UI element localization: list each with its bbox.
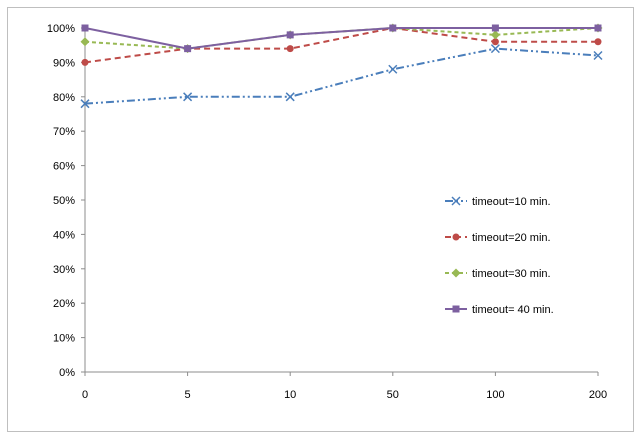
- y-tick-label: 50%: [53, 195, 75, 207]
- chart-frame: [7, 7, 634, 432]
- data-point-s3: [80, 37, 90, 47]
- data-point-s4: [594, 24, 602, 32]
- data-point-s1: [80, 99, 90, 109]
- data-point-s4: [81, 24, 89, 32]
- x-tick-label: 100: [486, 389, 504, 401]
- data-point-s4: [184, 45, 192, 53]
- legend-marker-1: [451, 196, 461, 206]
- series-line-3: [84, 26, 599, 50]
- y-tick-label: 60%: [53, 161, 75, 173]
- legend-label-4: timeout= 40 min.: [472, 304, 554, 316]
- data-point-s3: [490, 30, 500, 40]
- series-line-1: [84, 47, 599, 105]
- legend-label-1: timeout=10 min.: [472, 196, 551, 208]
- x-tick-label: 50: [387, 389, 399, 401]
- legend-marker-3: [451, 268, 461, 278]
- data-point-s2: [81, 58, 89, 66]
- legend-label-2: timeout=20 min.: [472, 232, 551, 244]
- data-point-s1: [183, 92, 193, 102]
- data-point-s4: [389, 24, 397, 32]
- legend-label-3: timeout=30 min.: [472, 268, 551, 280]
- data-point-s4: [491, 24, 499, 32]
- y-tick-label: 70%: [53, 126, 75, 138]
- data-point-s1: [490, 44, 500, 54]
- series-line-2: [84, 26, 598, 64]
- legend-marker-4: [452, 305, 460, 313]
- x-tick-label: 0: [82, 389, 88, 401]
- y-tick-label: 30%: [53, 264, 75, 276]
- x-tick-label: 10: [284, 389, 296, 401]
- y-tick-label: 20%: [53, 298, 75, 310]
- data-point-s2: [286, 45, 294, 53]
- y-tick-label: 10%: [53, 333, 75, 345]
- data-point-s1: [593, 50, 603, 61]
- y-tick-label: 0%: [59, 367, 75, 379]
- data-point-s2: [491, 38, 499, 46]
- data-point-s1: [388, 64, 398, 74]
- y-tick-label: 90%: [53, 57, 75, 69]
- series-line-4: [84, 27, 598, 50]
- data-point-s1: [285, 92, 295, 102]
- data-point-s4: [286, 31, 294, 39]
- y-tick-label: 80%: [53, 92, 75, 104]
- legend-marker-2: [452, 233, 460, 241]
- x-tick-label: 5: [185, 389, 191, 401]
- y-tick-label: 100%: [47, 23, 75, 35]
- x-tick-label: 200: [589, 389, 607, 401]
- y-tick-label: 40%: [53, 229, 75, 241]
- data-point-s2: [594, 38, 602, 46]
